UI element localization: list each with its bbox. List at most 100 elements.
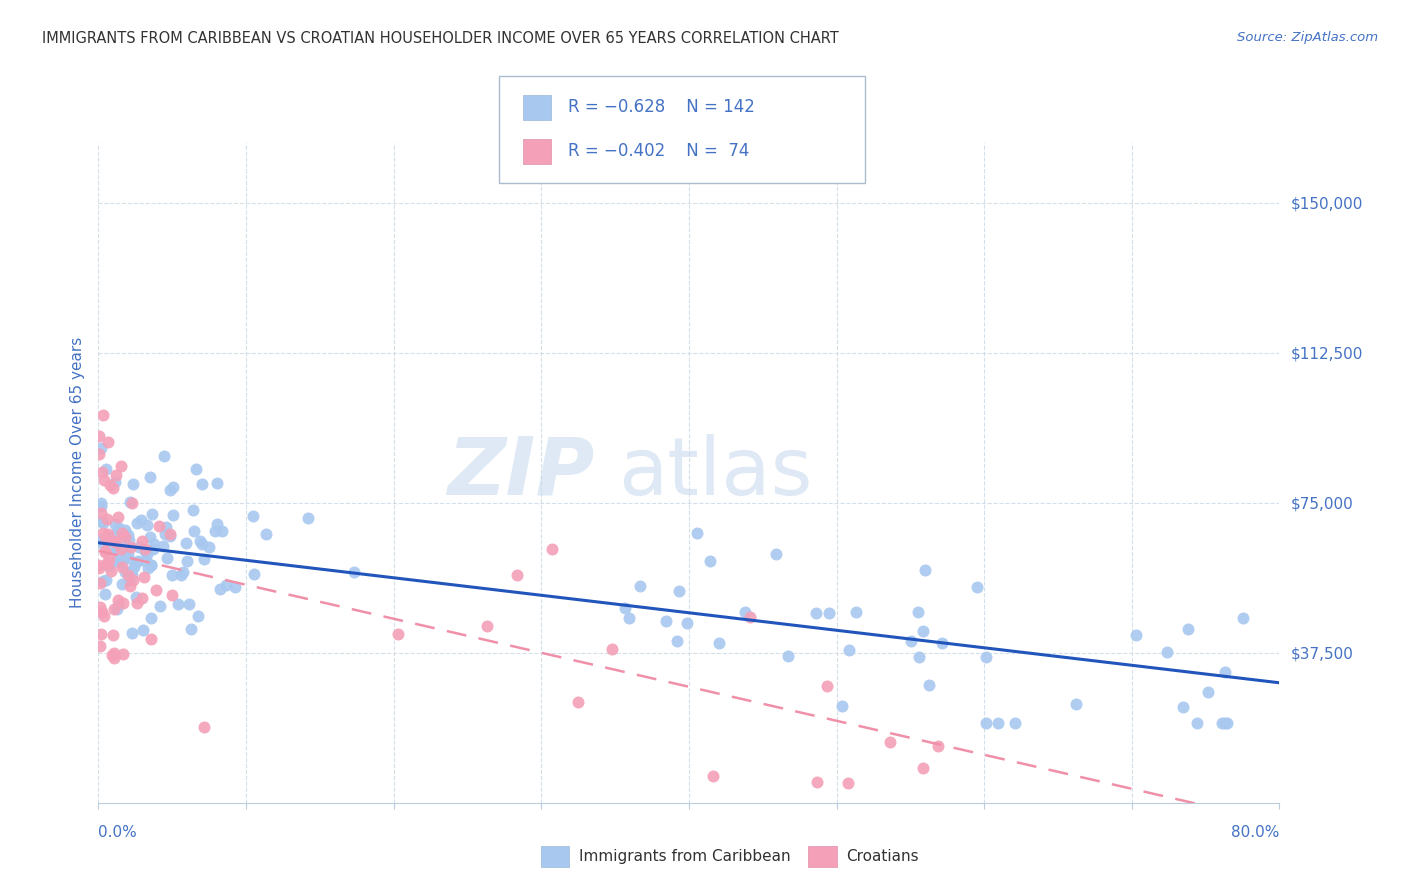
Point	[152, 539, 174, 553]
Point	[1187, 715, 1209, 730]
Point	[97, 435, 120, 450]
Point	[125, 596, 148, 610]
Text: IMMIGRANTS FROM CARIBBEAN VS CROATIAN HOUSEHOLDER INCOME OVER 65 YEARS CORRELATI: IMMIGRANTS FROM CARIBBEAN VS CROATIAN HO…	[42, 31, 839, 46]
Point	[139, 469, 162, 483]
Point	[183, 524, 205, 538]
Point	[142, 542, 165, 557]
Point	[931, 636, 953, 650]
Point	[806, 606, 828, 620]
Point	[110, 459, 132, 474]
Point	[709, 635, 731, 649]
Point	[155, 520, 177, 534]
Point	[110, 577, 132, 591]
Point	[121, 567, 143, 582]
Point	[141, 507, 163, 521]
Point	[105, 602, 128, 616]
Point	[765, 547, 787, 561]
Point	[107, 592, 129, 607]
Point	[117, 551, 139, 566]
Point	[87, 558, 110, 572]
Point	[159, 528, 181, 542]
Point	[184, 462, 207, 476]
Point	[699, 554, 721, 568]
Point	[98, 558, 121, 573]
Point	[666, 634, 689, 648]
Point	[145, 583, 167, 598]
Point	[193, 720, 215, 734]
Point	[208, 582, 231, 596]
Point	[134, 542, 156, 557]
Point	[204, 524, 226, 539]
Point	[159, 483, 181, 497]
Point	[815, 679, 838, 693]
Point	[136, 547, 159, 561]
Point	[90, 499, 112, 513]
Point	[105, 542, 128, 557]
Point	[1213, 665, 1236, 679]
Point	[205, 476, 228, 491]
Point	[193, 552, 215, 566]
Point	[128, 540, 150, 554]
Point	[111, 526, 134, 541]
Point	[120, 541, 142, 555]
Point	[112, 553, 135, 567]
Point	[118, 533, 141, 547]
Point	[1216, 715, 1239, 730]
Point	[121, 477, 143, 491]
Point	[117, 548, 139, 562]
Point	[1064, 697, 1087, 711]
Point	[845, 605, 868, 619]
Text: atlas: atlas	[619, 434, 813, 512]
Point	[96, 512, 118, 526]
Point	[177, 597, 200, 611]
Point	[243, 567, 266, 582]
Point	[170, 567, 193, 582]
Point	[90, 627, 112, 641]
Point	[108, 521, 131, 535]
Point	[567, 695, 589, 709]
Point	[107, 599, 129, 613]
Point	[112, 551, 135, 566]
Point	[93, 544, 115, 558]
Point	[738, 610, 761, 624]
Point	[107, 510, 129, 524]
Point	[162, 508, 184, 522]
Point	[118, 573, 141, 587]
Point	[103, 534, 125, 549]
Point	[614, 601, 637, 615]
Point	[100, 648, 122, 663]
Point	[104, 468, 127, 483]
Point	[162, 588, 184, 602]
Point	[1177, 622, 1199, 636]
Point	[91, 574, 114, 588]
Point	[91, 516, 114, 530]
Point	[191, 537, 214, 551]
Point	[180, 623, 202, 637]
Text: Immigrants from Caribbean: Immigrants from Caribbean	[579, 849, 792, 863]
Point	[90, 533, 112, 547]
Text: ZIP: ZIP	[447, 434, 595, 512]
Point	[120, 565, 142, 579]
Point	[617, 610, 640, 624]
Point	[1125, 628, 1147, 642]
Point	[114, 565, 136, 579]
Point	[108, 555, 131, 569]
Point	[101, 540, 124, 554]
Point	[974, 715, 997, 730]
Point	[155, 527, 177, 541]
Point	[132, 569, 155, 583]
Point	[134, 544, 156, 558]
Point	[122, 559, 145, 574]
Text: 0.0%: 0.0%	[98, 825, 138, 840]
Point	[676, 615, 699, 630]
Point	[131, 533, 153, 548]
Point	[198, 540, 221, 554]
Point	[91, 525, 114, 540]
Text: Source: ZipAtlas.com: Source: ZipAtlas.com	[1237, 31, 1378, 45]
Point	[181, 503, 204, 517]
Point	[927, 739, 949, 754]
Point	[104, 517, 127, 532]
Point	[987, 715, 1010, 730]
Point	[94, 545, 117, 559]
Point	[103, 481, 125, 495]
